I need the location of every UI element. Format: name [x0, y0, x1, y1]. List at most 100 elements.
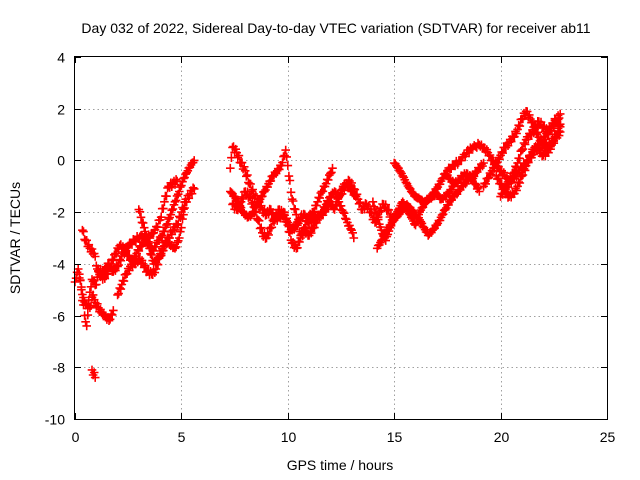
- data-point-track-b: [76, 275, 85, 285]
- data-point-track-b: [107, 310, 117, 320]
- data-point-track-h: [281, 145, 290, 155]
- data-point-track-n: [517, 145, 527, 155]
- data-point-track-e: [167, 230, 177, 239]
- data-point-track-h: [315, 193, 324, 203]
- data-point-track-o: [512, 129, 521, 138]
- data-point-track-d: [168, 204, 178, 214]
- data-point-track-c: [159, 204, 168, 213]
- data-point-track-k: [371, 209, 381, 218]
- data-point-track-q: [494, 173, 503, 183]
- data-point-track-j: [381, 200, 390, 209]
- data-point-track-l: [475, 187, 484, 196]
- data-point-track-b: [109, 306, 118, 315]
- data-point-track-g: [246, 179, 255, 189]
- y-tick-label: -4: [53, 257, 66, 273]
- data-point-track-q: [518, 170, 528, 180]
- data-point-track-q: [522, 157, 532, 166]
- x-tick-label: 0: [72, 429, 80, 445]
- data-point-track-o: [525, 110, 534, 120]
- data-point-track-i: [315, 213, 324, 222]
- data-point-track-f: [180, 203, 189, 213]
- data-point-track-q: [554, 131, 564, 140]
- data-point-track-d: [151, 242, 161, 252]
- data-point-track-n: [520, 140, 530, 149]
- data-point-track-d: [100, 274, 110, 283]
- data-point-track-l: [378, 235, 387, 244]
- data-point-track-n: [461, 152, 470, 161]
- data-point-track-f: [142, 231, 151, 240]
- data-point-track-h: [294, 219, 303, 228]
- data-point-track-b: [104, 316, 114, 325]
- data-point-track-i: [330, 187, 339, 196]
- data-point-track-q: [517, 171, 527, 181]
- data-point-track-q: [520, 166, 530, 175]
- data-point-track-q: [546, 144, 555, 154]
- data-point-track-g: [330, 205, 339, 214]
- data-point-track-n: [536, 117, 546, 127]
- data-point-track-g: [242, 172, 251, 181]
- data-point-track-h: [285, 176, 295, 185]
- data-point-track-d: [109, 256, 118, 265]
- data-point-track-f: [171, 242, 181, 252]
- data-point-track-e: [188, 183, 198, 193]
- data-point-track-h: [258, 192, 267, 201]
- data-point-track-i: [264, 230, 273, 240]
- data-point-track-e: [140, 261, 150, 271]
- data-point-track-d: [164, 214, 173, 224]
- data-point-track-h: [303, 216, 313, 226]
- data-point-track-f: [138, 218, 148, 228]
- data-point-track-g: [226, 163, 235, 173]
- data-point-track-o: [533, 128, 543, 137]
- data-point-track-c: [153, 222, 162, 232]
- data-point-track-d: [179, 174, 188, 183]
- data-point-track-n: [499, 168, 509, 177]
- data-point-track-o: [503, 141, 513, 150]
- data-point-track-b: [105, 315, 115, 324]
- data-point-track-l: [444, 200, 453, 210]
- data-point-track-e: [119, 276, 129, 286]
- data-point-track-q: [512, 186, 521, 195]
- data-point-track-i: [306, 228, 316, 238]
- plot-frame: [74, 56, 608, 420]
- data-point-track-f: [140, 227, 150, 236]
- data-point-track-c: [116, 256, 126, 265]
- data-point-track-n: [485, 150, 495, 160]
- data-point-track-n: [457, 156, 466, 165]
- data-point-track-b: [77, 282, 86, 292]
- data-point-track-c: [156, 212, 166, 222]
- data-point-track-i: [246, 192, 255, 202]
- data-point-track-d: [103, 269, 113, 278]
- data-point-track-g: [248, 185, 257, 194]
- data-point-track-f: [177, 223, 186, 232]
- data-point-track-i: [250, 208, 260, 217]
- data-point-track-q: [555, 127, 565, 137]
- data-point-track-h: [278, 158, 287, 167]
- data-point-track-j: [384, 205, 394, 215]
- chart-title: Day 032 of 2022, Sidereal Day-to-day VTE…: [81, 20, 590, 36]
- data-point-track-f: [181, 194, 190, 204]
- data-point-track-i: [282, 216, 291, 226]
- data-point-track-h: [288, 196, 298, 206]
- data-point-track-p: [555, 109, 565, 119]
- data-point-track-l: [474, 183, 483, 193]
- data-point-track-o: [514, 120, 523, 130]
- data-point-track-i: [269, 217, 279, 226]
- y-tick-label: -8: [53, 360, 66, 376]
- data-point-track-i: [333, 194, 343, 203]
- data-point-track-i: [345, 221, 354, 230]
- data-point-track-c: [78, 225, 87, 235]
- data-point-track-o: [498, 148, 507, 158]
- data-point-track-d: [175, 187, 184, 196]
- data-point-track-e: [125, 266, 134, 275]
- data-point-track-i: [323, 197, 333, 207]
- data-point-track-e: [187, 189, 197, 198]
- data-point-track-i: [318, 207, 328, 217]
- data-point-track-o: [497, 147, 506, 157]
- data-point-track-c: [92, 261, 101, 271]
- data-point-track-l: [437, 210, 447, 220]
- data-point-track-i: [349, 233, 359, 243]
- data-point-track-e: [189, 184, 199, 194]
- data-point-track-c: [84, 240, 94, 249]
- data-point-track-h: [310, 207, 319, 216]
- data-point-track-h: [318, 187, 328, 196]
